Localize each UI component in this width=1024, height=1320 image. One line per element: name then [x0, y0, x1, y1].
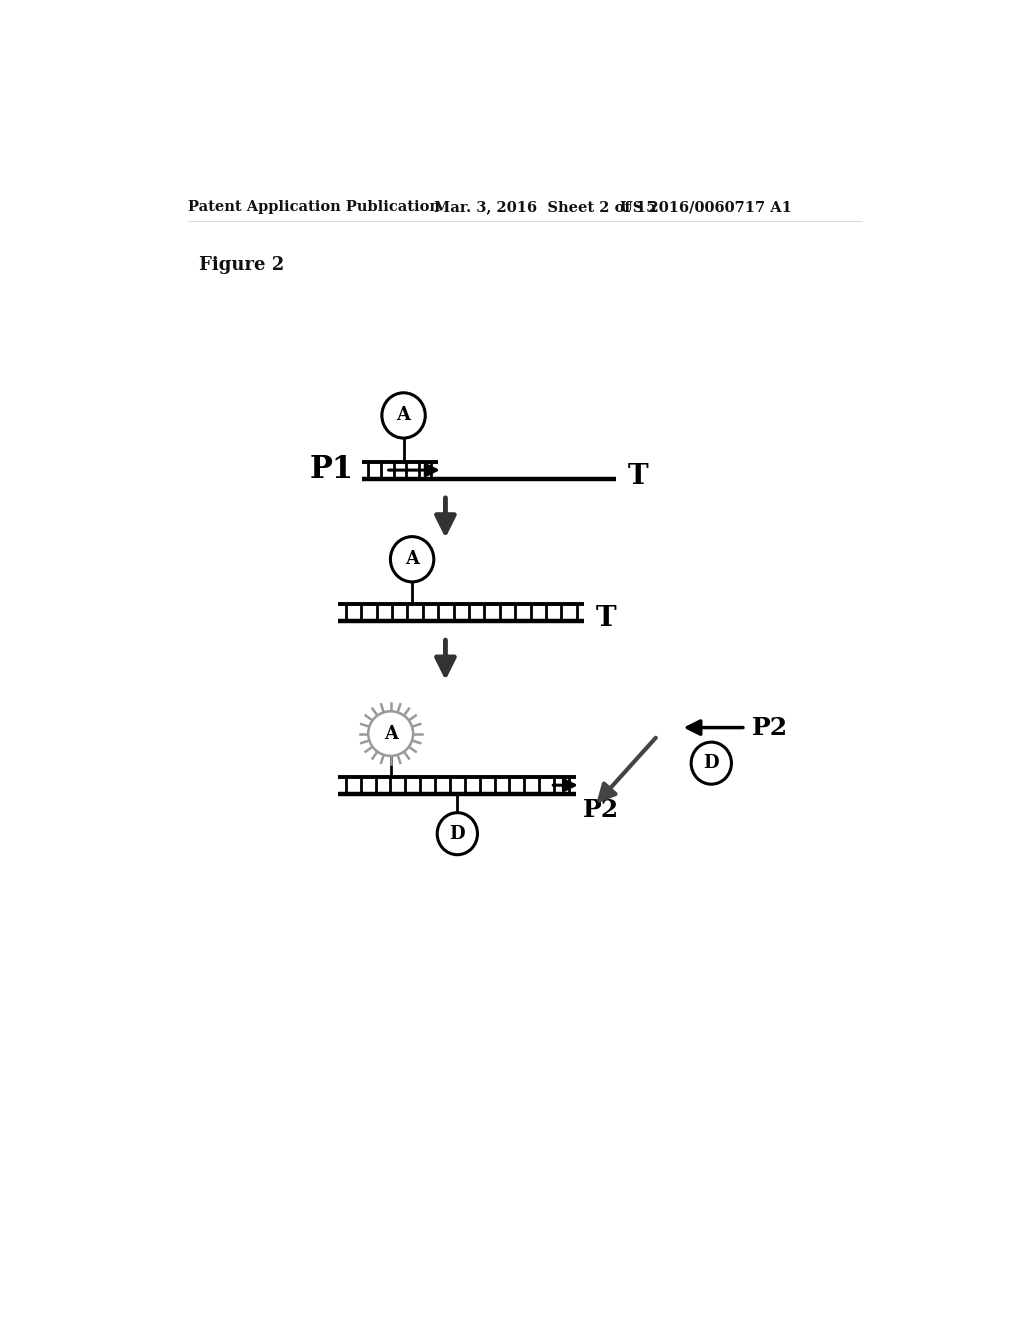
Ellipse shape — [382, 393, 425, 438]
Text: Mar. 3, 2016  Sheet 2 of 15: Mar. 3, 2016 Sheet 2 of 15 — [433, 201, 656, 214]
Text: A: A — [406, 550, 419, 569]
Text: P1: P1 — [309, 454, 353, 484]
Text: Patent Application Publication: Patent Application Publication — [187, 201, 439, 214]
Text: T: T — [628, 463, 648, 490]
Text: P2: P2 — [583, 797, 618, 821]
Text: T: T — [596, 605, 616, 632]
Text: A: A — [396, 407, 411, 425]
Ellipse shape — [369, 711, 413, 756]
Text: A: A — [384, 725, 397, 743]
Text: US 2016/0060717 A1: US 2016/0060717 A1 — [620, 201, 792, 214]
Ellipse shape — [390, 537, 434, 582]
Ellipse shape — [437, 813, 477, 855]
Text: D: D — [703, 754, 719, 772]
Ellipse shape — [691, 742, 731, 784]
Text: D: D — [450, 825, 465, 842]
Text: P2: P2 — [753, 715, 788, 739]
Text: Figure 2: Figure 2 — [200, 256, 285, 275]
